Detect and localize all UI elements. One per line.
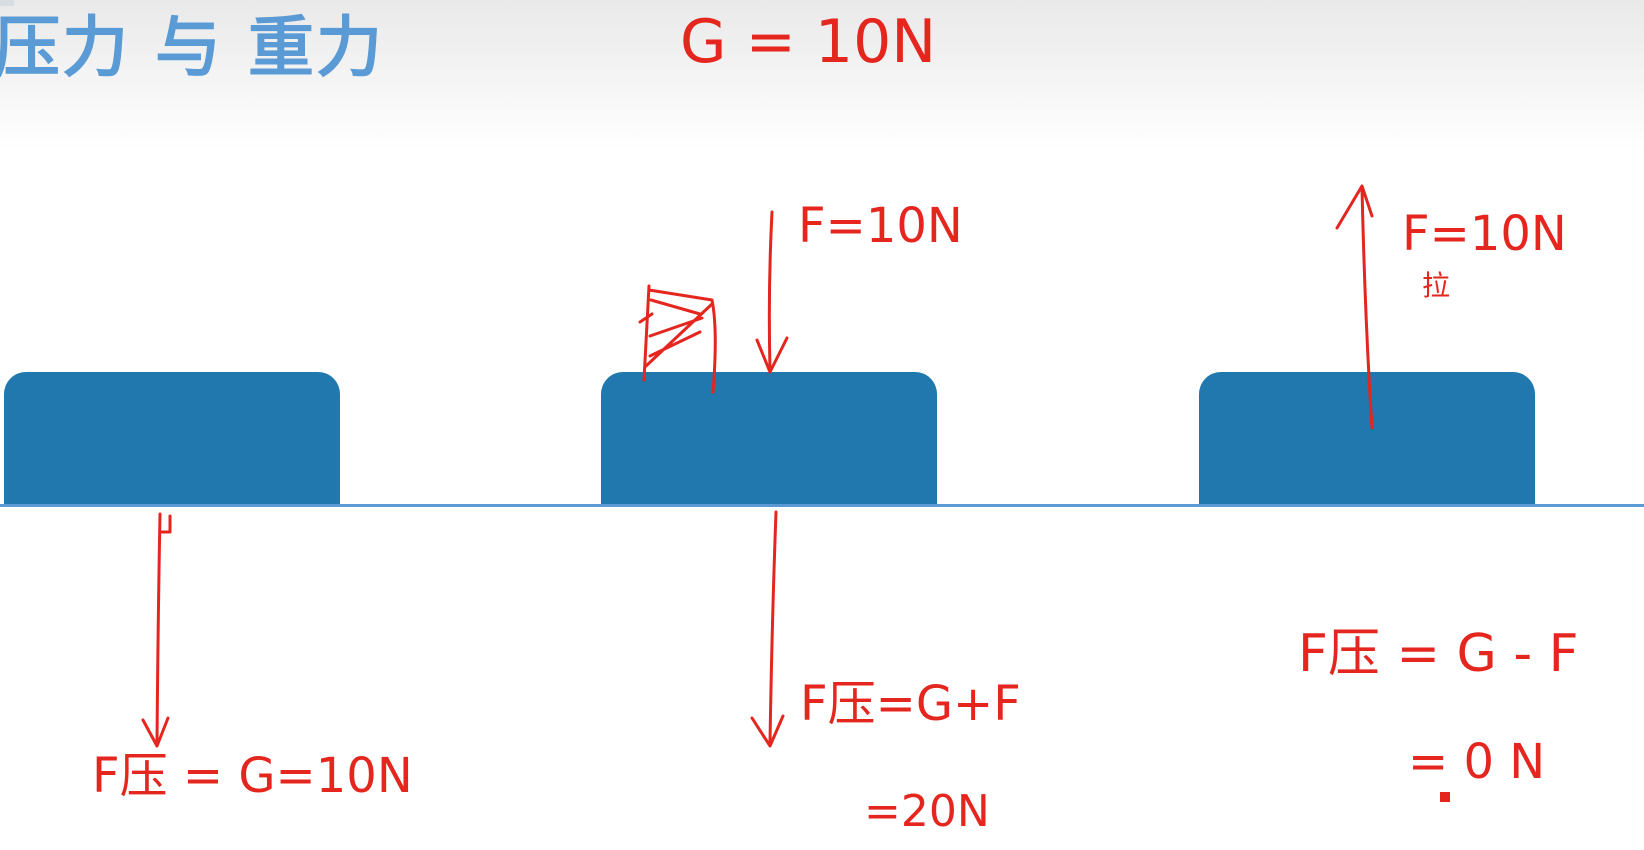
pressure-right-result: = 0 N xyxy=(1408,734,1546,790)
corner-mark xyxy=(0,0,14,6)
arrowhead-pressure-middle xyxy=(750,714,785,748)
hand-scribble xyxy=(638,284,717,394)
arrow-pressure-left xyxy=(155,512,162,746)
right-angle-mark xyxy=(158,514,172,534)
arrowhead-pull xyxy=(1335,184,1374,230)
gravity-label: G = 10N xyxy=(680,7,937,77)
arrow-push xyxy=(767,210,774,372)
block-middle xyxy=(601,372,937,506)
pull-label: 拉 xyxy=(1422,269,1451,302)
pressure-middle-equation: F压=G+F xyxy=(800,676,1021,732)
block-right xyxy=(1199,372,1535,506)
push-force-label: F=10N xyxy=(798,198,963,254)
arrow-pull xyxy=(1360,186,1374,430)
block-left xyxy=(4,372,340,506)
pressure-left-equation: F压 = G=10N xyxy=(92,748,413,804)
pressure-middle-result: =20N xyxy=(864,786,990,837)
pen-cursor xyxy=(1440,792,1450,802)
header-band xyxy=(0,0,1644,150)
arrowhead-push xyxy=(755,336,789,374)
pressure-right-equation: F压 = G - F xyxy=(1298,624,1579,684)
arrow-pressure-middle xyxy=(768,510,778,744)
ground-line xyxy=(0,504,1644,507)
slide-title: 压力 与 重力 xyxy=(0,9,384,86)
arrowhead-pressure-left xyxy=(141,716,170,748)
pull-force-label: F=10N xyxy=(1402,206,1567,262)
